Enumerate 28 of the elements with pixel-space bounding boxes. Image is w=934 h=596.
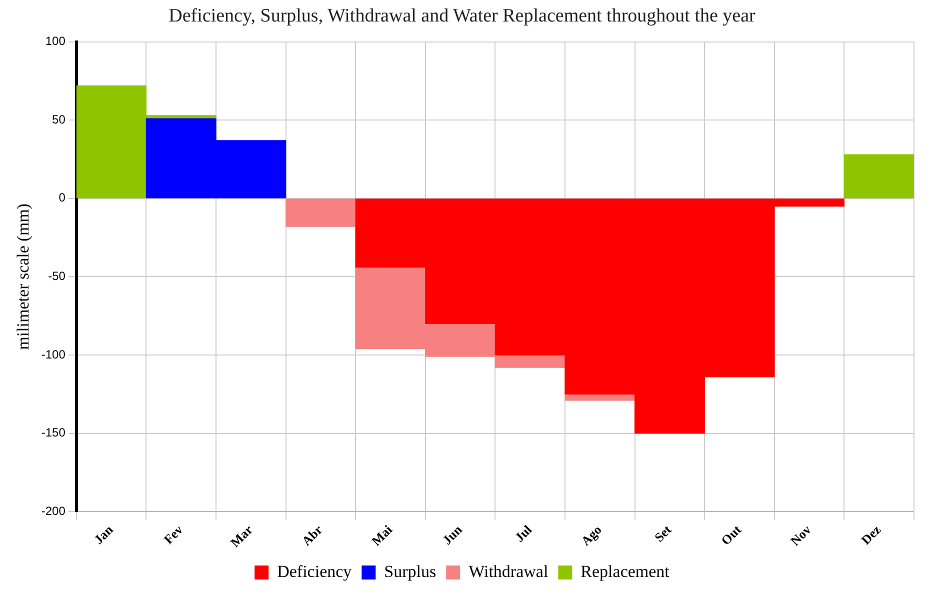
x-tick-label: Abr — [298, 522, 326, 548]
legend-label: Deficiency — [277, 562, 352, 581]
y-tick-label: -150 — [41, 426, 66, 440]
x-tick-label: Jul — [512, 522, 535, 545]
y-axis-title: milimeter scale (mm) — [14, 204, 33, 350]
x-tick-label: Jan — [90, 521, 116, 547]
x-tick-label: Dez — [858, 522, 884, 548]
x-tick-label: Set — [651, 522, 675, 545]
x-tick-label: Jun — [439, 521, 466, 548]
legend-label: Withdrawal — [468, 562, 548, 581]
bar — [844, 154, 914, 198]
x-tick-label: Mar — [227, 522, 256, 550]
x-tick-label: Nov — [787, 522, 814, 548]
x-tick-label: Mai — [368, 522, 396, 548]
y-tick-label: -100 — [41, 347, 66, 362]
bar — [564, 394, 636, 401]
y-tick-label: 50 — [52, 112, 66, 126]
x-tick-label: Out — [718, 522, 744, 548]
bar — [285, 198, 356, 227]
legend-label: Surplus — [384, 562, 436, 581]
x-tick-label: Ago — [578, 522, 604, 548]
chart-title: Deficiency, Surplus, Withdrawal and Water Replacement throughout the year — [168, 5, 756, 26]
legend-label: Replacement — [580, 562, 670, 581]
y-tick-label: 100 — [45, 34, 66, 48]
y-tick-label: 0 — [58, 190, 66, 205]
x-tick-label: Fev — [160, 522, 186, 547]
y-tick-label: -200 — [41, 504, 66, 518]
y-tick-label: -50 — [48, 269, 66, 284]
